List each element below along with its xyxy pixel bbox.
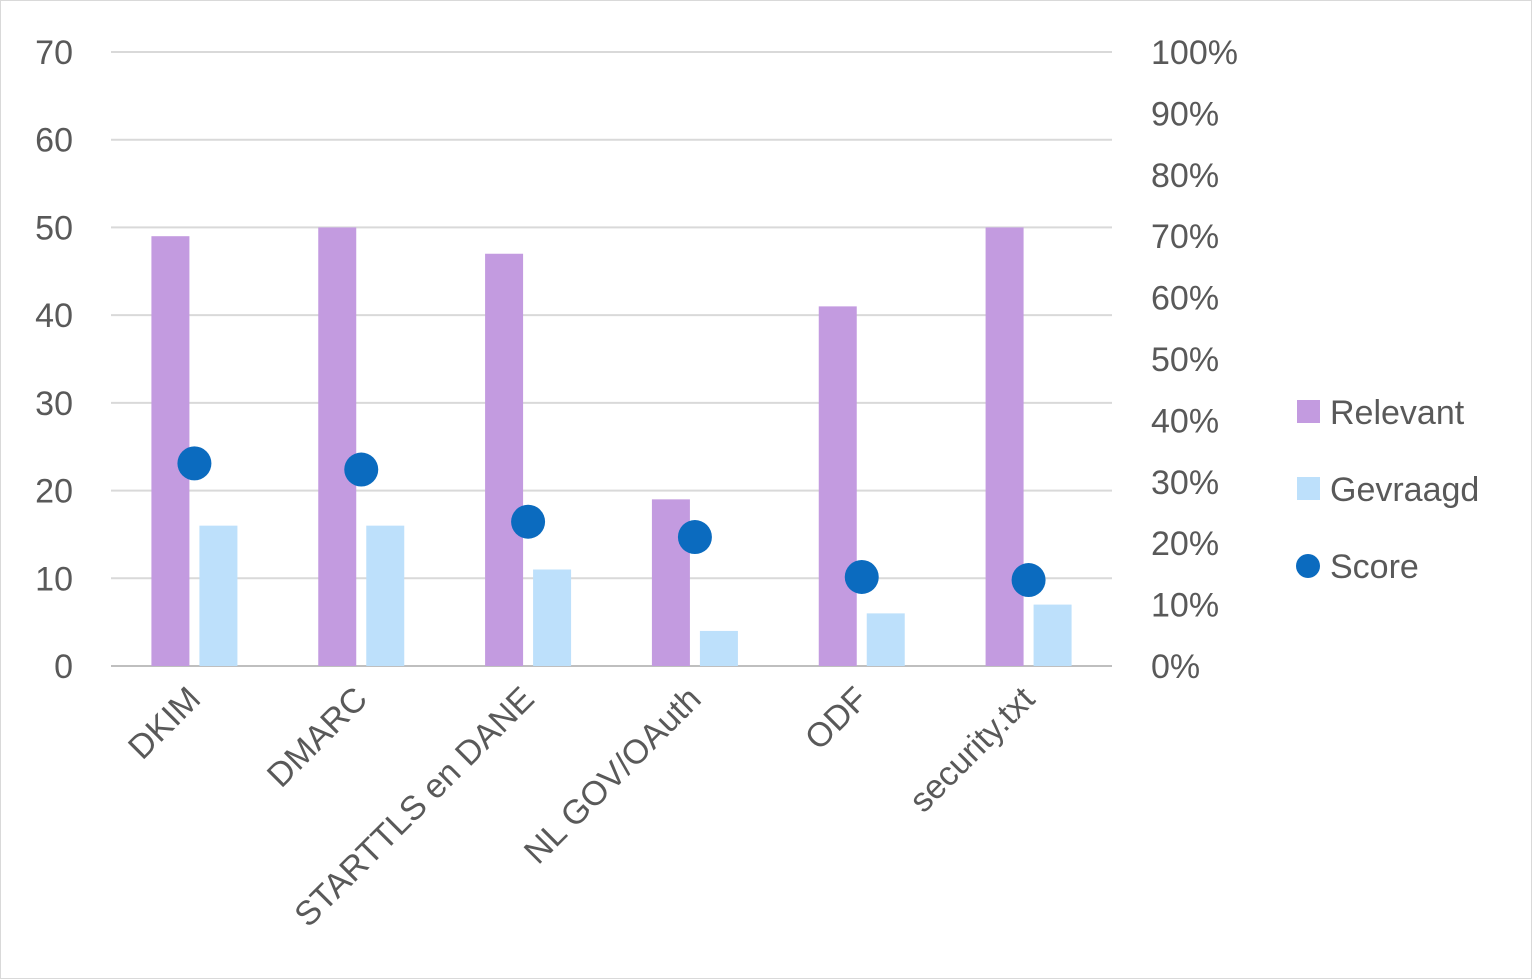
bar-relevant	[485, 253, 524, 666]
x-tick-label: NL GOV/OAuth	[517, 680, 709, 872]
gridlines	[111, 51, 1112, 667]
score-marker	[844, 559, 879, 594]
y2-tick-label: 30%	[1151, 464, 1219, 502]
y2-tick-label: 80%	[1151, 157, 1219, 195]
score-marker	[677, 520, 712, 555]
x-tick-label: security.txt	[902, 679, 1042, 819]
legend-label-score: Score	[1330, 548, 1419, 586]
legend-label-gevraagd: Gevraagd	[1330, 471, 1479, 509]
y2-tick-label: 60%	[1151, 280, 1219, 318]
y2-tick-label: 50%	[1151, 341, 1219, 379]
x-tick-label: DKIM	[121, 680, 208, 767]
y2-tick-label: 20%	[1151, 525, 1219, 563]
y-tick-label: 20	[35, 473, 73, 511]
bar-gevraagd	[533, 569, 572, 666]
x-tick-label: ODF	[798, 680, 876, 758]
y2-tick-label: 70%	[1151, 218, 1219, 256]
bar-gevraagd	[366, 525, 405, 666]
y-tick-label: 0	[54, 648, 73, 686]
y-tick-label: 30	[35, 385, 73, 423]
y2-tick-label: 40%	[1151, 402, 1219, 440]
y2-tick-label: 10%	[1151, 587, 1219, 625]
y2-tick-label: 0%	[1151, 648, 1200, 686]
bar-gevraagd	[866, 613, 905, 666]
bar-relevant	[985, 227, 1024, 666]
legend-label-relevant: Relevant	[1330, 394, 1465, 432]
score-marker	[177, 446, 212, 481]
legend-swatch-relevant	[1297, 400, 1320, 423]
right-axis: 0% 10% 20% 30% 40% 50% 60% 70% 80% 90% 100%	[1151, 34, 1238, 686]
bar-relevant	[818, 306, 857, 666]
score-markers	[177, 446, 1046, 598]
left-axis: 0 10 20 30 40 50 60 70	[35, 34, 73, 686]
bar-gevraagd	[199, 525, 238, 666]
x-tick-label: DMARC	[260, 680, 375, 795]
legend: Relevant Gevraagd Score	[1296, 394, 1479, 586]
y-tick-label: 10	[35, 560, 73, 598]
bar-relevant	[318, 227, 357, 666]
y-tick-label: 50	[35, 209, 73, 247]
bar-gevraagd	[699, 630, 738, 666]
y2-tick-label: 100%	[1151, 34, 1238, 72]
y-tick-label: 60	[35, 122, 73, 160]
y-tick-label: 40	[35, 297, 73, 335]
score-marker	[1011, 563, 1046, 598]
y2-tick-label: 90%	[1151, 95, 1219, 133]
legend-swatch-gevraagd	[1297, 477, 1320, 500]
bars	[151, 227, 1072, 666]
bar-gevraagd	[1033, 604, 1072, 666]
score-marker	[344, 452, 379, 487]
score-marker	[511, 504, 546, 539]
legend-swatch-score	[1296, 554, 1320, 578]
y-tick-label: 70	[35, 34, 73, 72]
